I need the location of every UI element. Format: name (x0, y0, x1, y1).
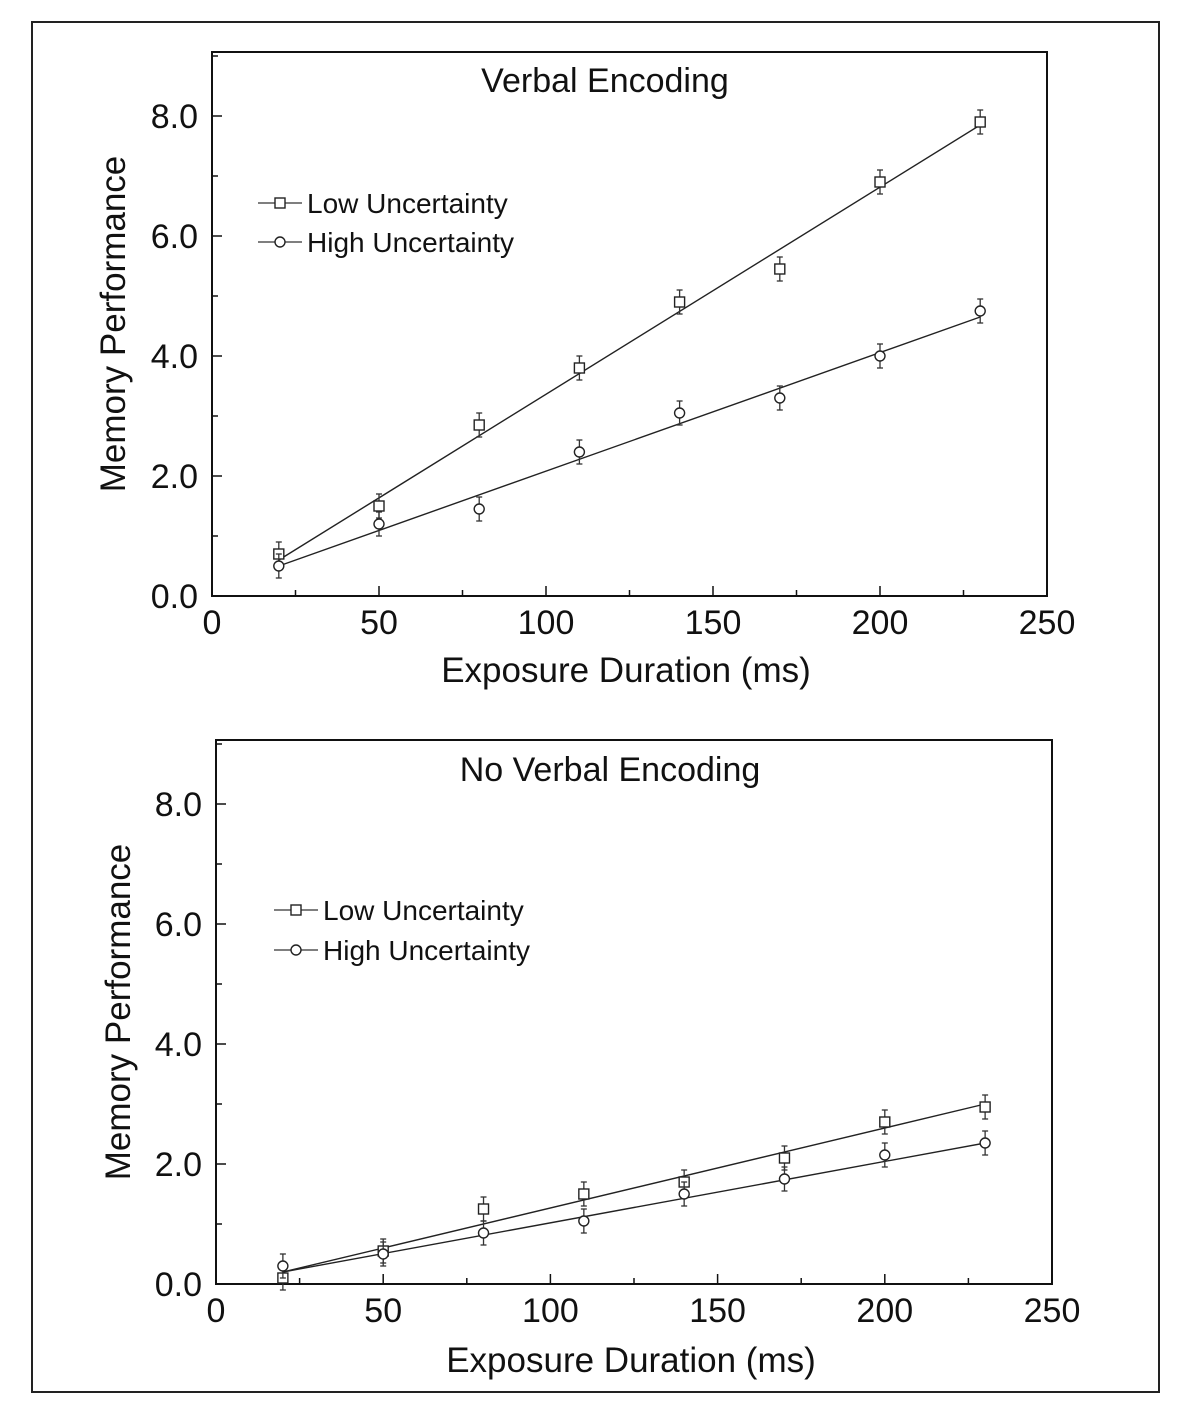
ticks: 0 50 100 150 200 250 0.0 2.0 4.0 6.0 8.0 (151, 55, 1076, 642)
y-axis-label: Memory Performance (99, 844, 138, 1180)
y-tick-label: 6.0 (155, 906, 202, 944)
data-point-circle (578, 1215, 590, 1227)
legend-label-high-uncertainty: High Uncertainty (307, 227, 514, 258)
x-tick-label: 0 (207, 1292, 226, 1330)
y-tick-label: 2.0 (155, 1146, 202, 1184)
x-tick-label: 100 (522, 1292, 579, 1330)
data-marks (273, 109, 986, 579)
y-axis-label: Memory Performance (94, 156, 133, 492)
ticks: 0 50 100 150 200 250 0.0 2.0 4.0 6.0 8.0 (155, 743, 1081, 1330)
data-point-circle (473, 503, 485, 515)
data-point-square (979, 1101, 991, 1113)
x-tick-label: 250 (1024, 1292, 1081, 1330)
x-tick-label: 100 (518, 604, 575, 642)
x-axis-label: Exposure Duration (ms) (441, 651, 811, 690)
data-point-square (573, 362, 586, 374)
data-point-circle (477, 1227, 490, 1239)
x-tick-label: 50 (364, 1292, 402, 1330)
chart-panel-verbal-encoding: Verbal Encoding Exposure Duration (ms) M… (94, 51, 1076, 690)
fit-line (282, 1103, 986, 1273)
data-point-circle (879, 1149, 891, 1161)
chart-title: No Verbal Encoding (460, 751, 761, 789)
x-tick-label: 150 (689, 1292, 746, 1330)
y-tick-label: 0.0 (155, 1266, 202, 1304)
data-point-circle (974, 305, 986, 317)
data-point-circle (778, 1173, 791, 1185)
fit-line (278, 124, 981, 561)
data-point-circle (277, 1260, 289, 1272)
y-tick-label: 2.0 (151, 458, 198, 496)
data-point-circle (273, 560, 285, 572)
data-point-square (874, 176, 886, 188)
legend: Low Uncertainty High Uncertainty (258, 188, 514, 258)
x-axis-label: Exposure Duration (ms) (446, 1341, 816, 1380)
legend-circle-icon (274, 236, 286, 248)
data-point-square (774, 263, 786, 275)
legend-label-high-uncertainty: High Uncertainty (323, 935, 530, 966)
data-point-circle (573, 446, 586, 458)
y-tick-label: 8.0 (155, 786, 202, 824)
data-point-square (473, 419, 485, 431)
data-point-square (373, 500, 385, 512)
y-tick-label: 0.0 (151, 578, 198, 616)
legend-circle-icon (290, 944, 302, 956)
chart-panel-no-verbal-encoding: No Verbal Encoding Exposure Duration (ms… (99, 739, 1081, 1380)
fit-line (282, 1142, 986, 1273)
legend-square-icon (274, 197, 286, 209)
data-point-circle (874, 350, 886, 362)
x-tick-label: 50 (360, 604, 398, 642)
data-marks (277, 1094, 991, 1291)
data-point-square (477, 1203, 490, 1215)
y-tick-label: 4.0 (151, 338, 198, 376)
figure-frame (31, 21, 1160, 1393)
data-point-circle (377, 1248, 389, 1260)
data-point-circle (673, 407, 686, 419)
data-point-square (578, 1188, 590, 1200)
data-point-square (778, 1152, 791, 1164)
chart-title: Verbal Encoding (481, 62, 729, 100)
legend-label-low-uncertainty: Low Uncertainty (307, 188, 508, 219)
legend: Low Uncertainty High Uncertainty (274, 895, 530, 966)
x-tick-label: 0 (203, 604, 222, 642)
y-tick-label: 8.0 (151, 98, 198, 136)
legend-square-icon (290, 904, 302, 916)
data-point-circle (774, 392, 786, 404)
x-tick-label: 250 (1019, 604, 1076, 642)
legend-label-low-uncertainty: Low Uncertainty (323, 895, 524, 926)
x-tick-label: 150 (685, 604, 742, 642)
fit-line (278, 316, 981, 567)
data-point-square (974, 116, 986, 128)
data-point-square (673, 296, 686, 308)
y-tick-label: 6.0 (151, 218, 198, 256)
data-point-circle (373, 518, 385, 530)
data-point-circle (979, 1137, 991, 1149)
data-point-square (879, 1116, 891, 1128)
x-tick-label: 200 (856, 1292, 913, 1330)
data-point-circle (678, 1188, 690, 1200)
x-tick-label: 200 (852, 604, 909, 642)
y-tick-label: 4.0 (155, 1026, 202, 1064)
